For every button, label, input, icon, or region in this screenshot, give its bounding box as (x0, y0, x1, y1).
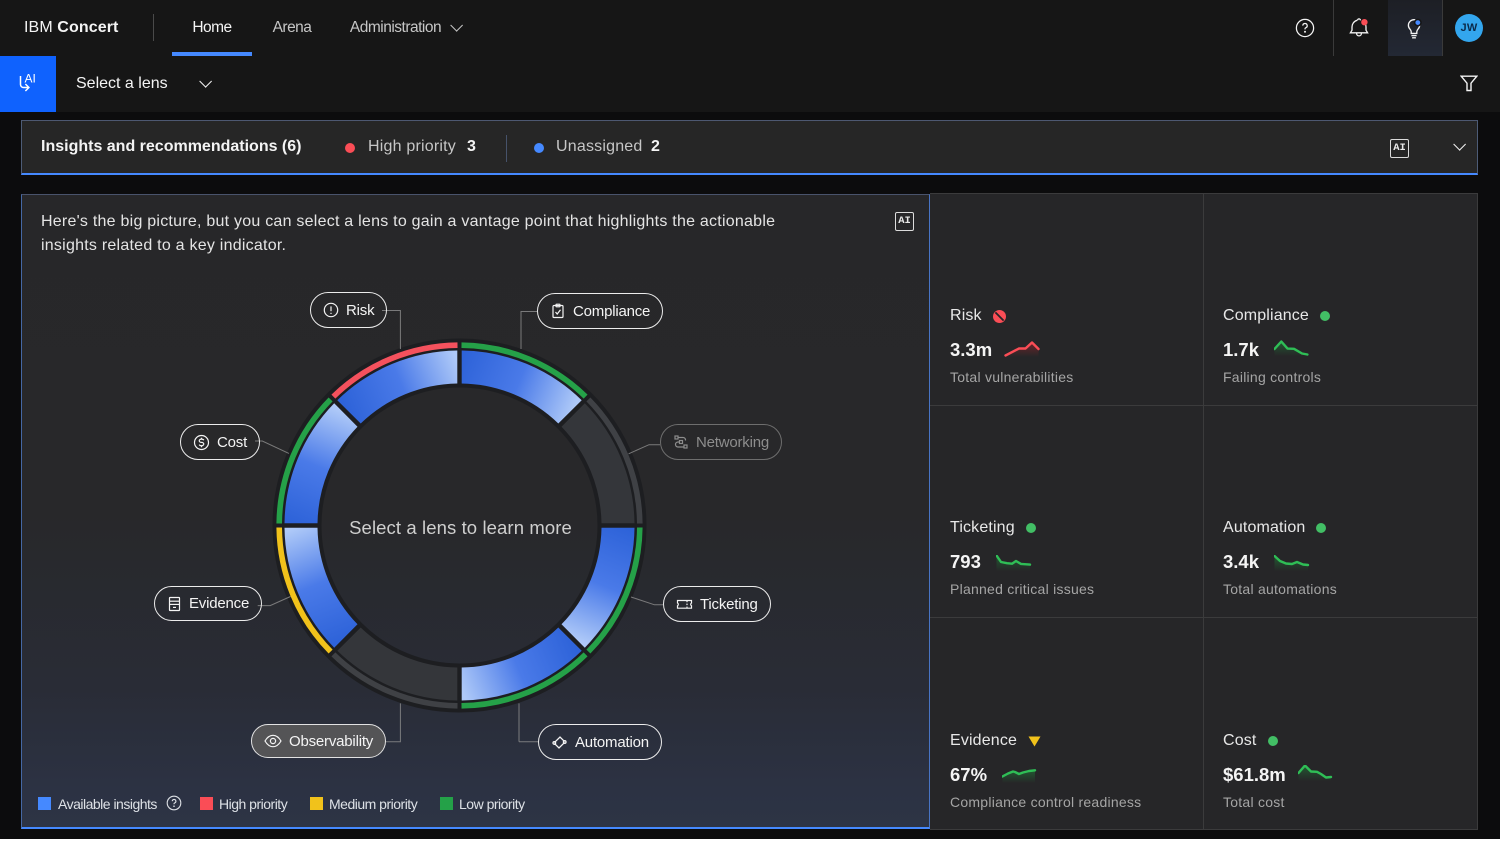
svg-text:AI: AI (25, 72, 36, 86)
